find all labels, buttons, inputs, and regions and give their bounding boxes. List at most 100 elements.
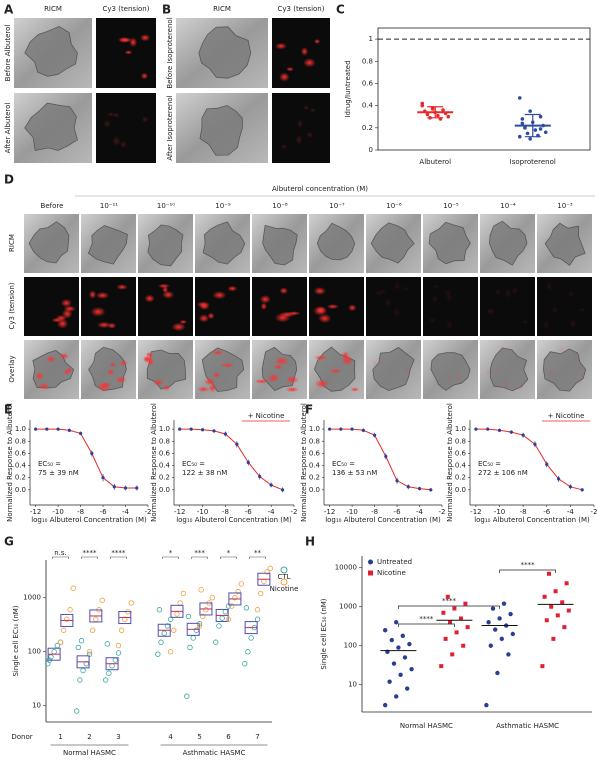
tension-signal [445, 293, 453, 303]
y-tick-label: 0.8 [15, 437, 26, 445]
data-point [70, 585, 76, 591]
data-point [245, 649, 251, 655]
tension-signal [302, 105, 310, 111]
row-label: After Albuterol [4, 103, 12, 154]
column-header: RICM [213, 5, 231, 13]
tension-signal [350, 387, 360, 392]
significance-bracket [191, 556, 208, 559]
x-tick-label: -8 [520, 508, 527, 516]
y-tick-label: 100 [28, 648, 41, 656]
tension-image [96, 93, 156, 163]
x-tick-label: -12 [324, 508, 335, 516]
tension-signal [267, 373, 280, 383]
x-tick-label: -8 [371, 508, 378, 516]
data-point [64, 616, 70, 622]
row-label: Before Isoproterenol [166, 17, 174, 88]
data-point [196, 623, 203, 629]
tension-signal [117, 36, 130, 43]
panel-letter: C [336, 3, 345, 17]
y-axis-label: Single cell EC₅₀ (nM) [320, 598, 328, 669]
cell [262, 224, 298, 266]
tension-signal [558, 344, 565, 354]
data-point [267, 565, 273, 572]
data-point [420, 103, 425, 108]
data-point [556, 477, 561, 481]
tension-signal [306, 131, 314, 138]
significance: **** [419, 615, 434, 623]
tension-signal [517, 381, 525, 390]
data-point [219, 615, 225, 621]
data-point [417, 487, 422, 491]
data-point [184, 693, 190, 699]
tension-signal [318, 313, 332, 324]
data-point [75, 644, 81, 651]
x-tick-label: Albuterol [419, 158, 451, 166]
x-tick-label: Asthmatic HASMC [496, 722, 559, 730]
x-tick-label: -8 [77, 508, 84, 516]
data-point [171, 627, 177, 633]
fit-curve [35, 428, 137, 489]
x-tick-label: -12 [470, 508, 481, 516]
cell [87, 225, 128, 265]
data-point [566, 608, 571, 613]
data-point [89, 627, 96, 633]
data-point [90, 451, 94, 455]
data-point [161, 630, 167, 636]
tension-signal [59, 352, 69, 360]
tension-signal [546, 282, 553, 291]
x-tick-label: -12 [174, 508, 185, 516]
tension-signal [446, 386, 454, 392]
significance-bracket [398, 605, 500, 609]
data-point [45, 427, 49, 431]
cell [28, 221, 70, 264]
x-tick-label: -2 [291, 508, 298, 516]
significance-bracket [249, 556, 266, 559]
significance-bracket [110, 556, 127, 559]
data-point [106, 670, 112, 676]
column-header: 10⁻⁴ [500, 202, 516, 210]
data-point [350, 427, 354, 431]
row-label: Overlay [8, 355, 16, 382]
y-tick-label: 0.0 [159, 486, 170, 494]
tension-signal [145, 351, 154, 358]
data-point [339, 427, 343, 431]
y-tick-label: 0.8 [362, 57, 373, 65]
significance-bracket [81, 556, 98, 559]
data-point [77, 677, 83, 683]
x-tick-label: -4 [416, 508, 424, 516]
tension-signal [297, 119, 304, 129]
column-header: 10⁻¹⁰ [157, 202, 175, 210]
data-point [540, 664, 545, 669]
data-point [167, 649, 174, 655]
data-point [383, 628, 388, 633]
tension-signal [452, 352, 459, 358]
data-point [258, 474, 262, 479]
tension-signal [140, 34, 151, 42]
data-point [73, 708, 80, 714]
y-tick-label: 1.0 [159, 425, 170, 433]
legend-label: Untreated [377, 558, 412, 566]
tension-signal [403, 366, 411, 373]
tension-signal [432, 284, 440, 289]
legend-marker [280, 566, 288, 574]
column-header: Cy3 (tension) [103, 5, 150, 13]
data-point [264, 569, 270, 575]
tension-signal [198, 314, 210, 323]
tension-signal [140, 72, 149, 80]
significance: n.s. [54, 549, 67, 557]
data-point [459, 616, 463, 621]
tension-signal [88, 290, 97, 299]
x-axis-label: log₁₀ Albuterol Concentration (M) [474, 516, 590, 524]
tension-signal [227, 285, 238, 292]
tension-signal [543, 320, 550, 329]
significance: ** [254, 549, 262, 557]
x-tick-label: -4 [122, 508, 130, 516]
cell [202, 221, 246, 265]
data-point [493, 627, 498, 632]
cell [430, 352, 471, 391]
tension-signal [393, 281, 401, 291]
data-point [474, 427, 478, 431]
tension-signal [341, 351, 350, 360]
legend-marker [368, 559, 373, 565]
group-label: Normal HASMC [63, 749, 116, 757]
